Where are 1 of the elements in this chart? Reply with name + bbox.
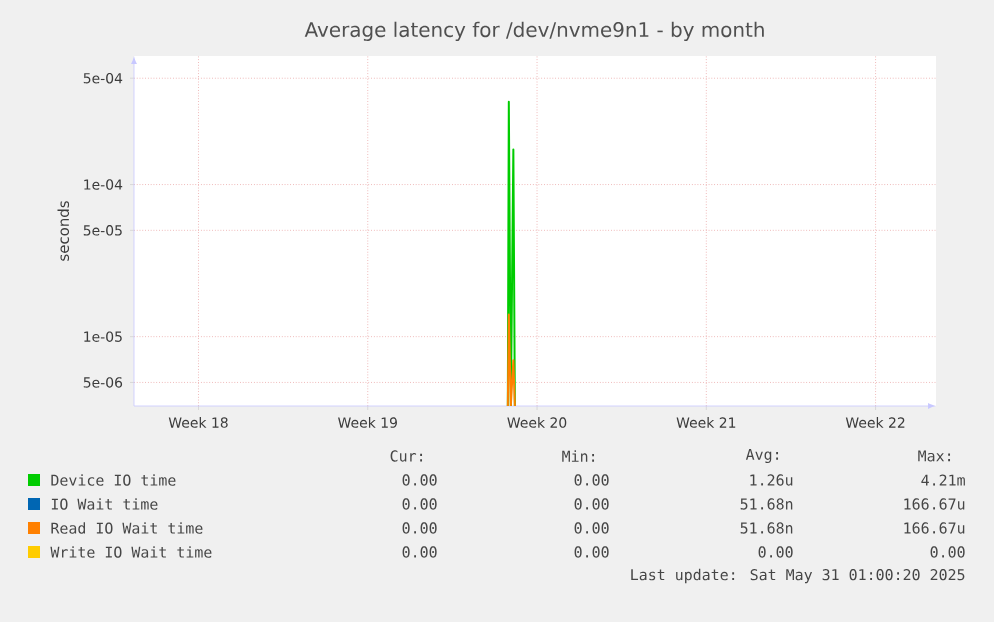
chart-title: Average latency for /dev/nvme9n1 - by month — [304, 21, 764, 42]
